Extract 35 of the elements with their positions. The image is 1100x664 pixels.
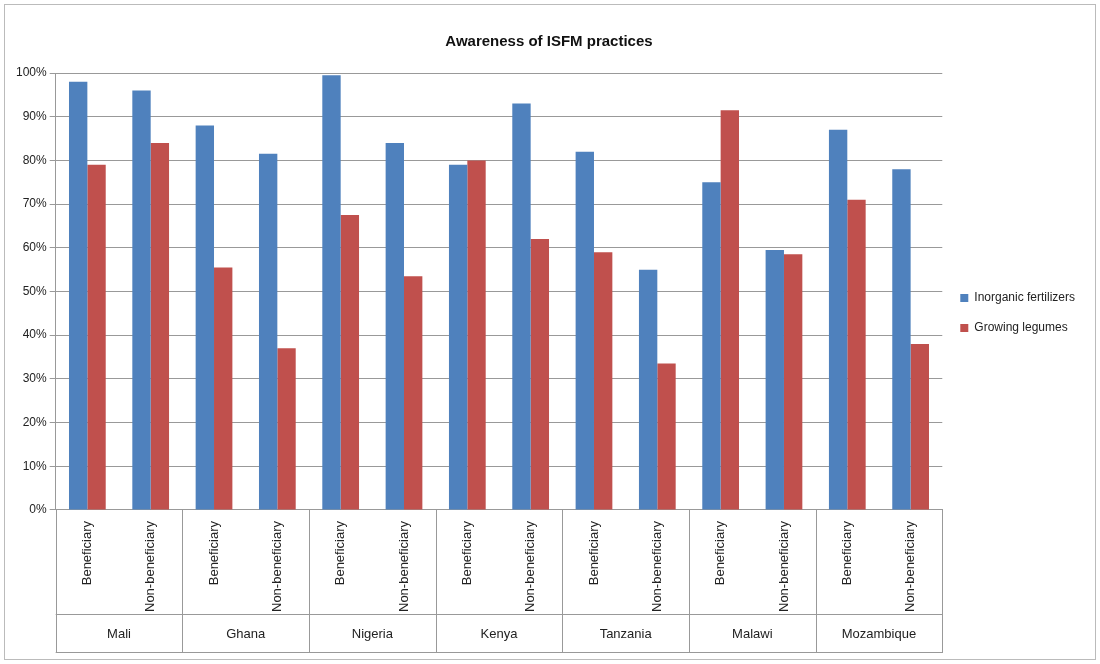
text: Malawi [732, 625, 773, 641]
y-tick-label: 40% [22, 327, 48, 342]
x-tick-label: Non-beneficiary [268, 520, 284, 612]
y-tick-label: 30% [22, 371, 48, 386]
chart-title: Awareness of ISFM practices [445, 32, 653, 50]
x-tick-label: Beneficiary [205, 520, 221, 586]
x-tick-label: Beneficiary [585, 520, 601, 586]
x-tick-label: Non-beneficiary [522, 520, 538, 612]
x-tick-label: Beneficiary [838, 520, 854, 586]
text: Tanzania [599, 625, 653, 641]
x-tick-label: Non-beneficiary [775, 520, 791, 612]
y-tick-label: 60% [22, 240, 48, 255]
text: Kenya [480, 625, 519, 641]
y-tick-label: 100% [15, 65, 48, 80]
text: Nigeria [351, 625, 394, 641]
y-tick-label: 20% [22, 414, 48, 429]
x-tick-label: Non-beneficiary [902, 520, 918, 612]
text: Ghana [226, 625, 266, 641]
legend-label: Growing legumes [974, 320, 1068, 335]
legend-label: Inorganic fertilizers [974, 290, 1076, 305]
text: Mali [107, 625, 132, 641]
y-tick-label: 10% [22, 458, 48, 473]
x-tick-label: Beneficiary [78, 520, 94, 586]
y-tick-label: 50% [22, 283, 48, 298]
x-tick-label: Non-beneficiary [142, 520, 158, 612]
y-tick-label: 90% [22, 109, 48, 124]
y-tick-label: 0% [29, 502, 48, 517]
y-tick-label: 70% [22, 196, 48, 211]
x-tick-label: Non-beneficiary [395, 520, 411, 612]
x-tick-label: Non-beneficiary [648, 520, 664, 612]
text: Mozambique [841, 625, 917, 641]
y-tick-label: 80% [22, 152, 48, 167]
x-tick-label: Beneficiary [458, 520, 474, 586]
x-tick-label: Beneficiary [332, 520, 348, 586]
x-tick-label: Beneficiary [712, 520, 728, 586]
